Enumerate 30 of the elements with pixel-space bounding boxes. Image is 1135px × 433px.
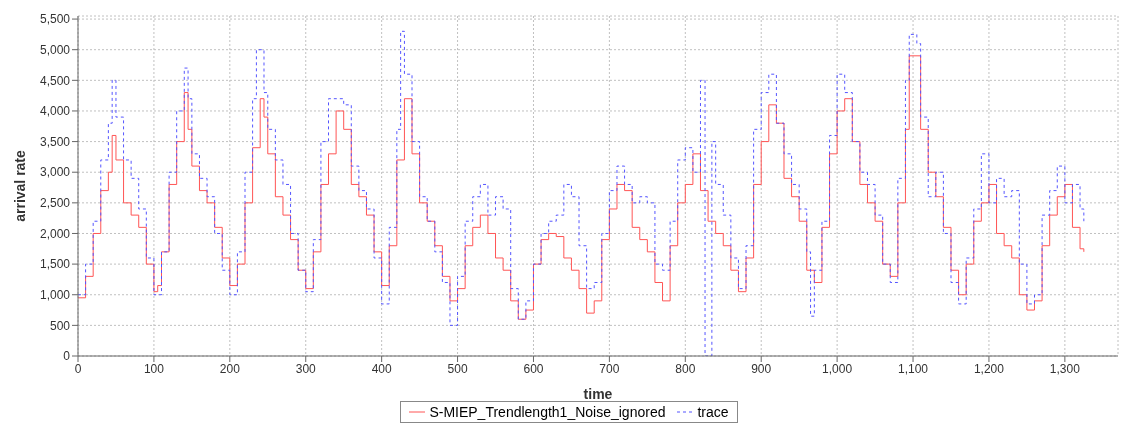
y-tick-label: 2,000 <box>39 226 71 241</box>
x-tick-label: 1,100 <box>898 361 929 376</box>
legend-label: trace <box>697 404 729 420</box>
x-tick-label: 100 <box>143 361 165 376</box>
y-tick-label: 4,500 <box>39 73 71 88</box>
x-tick-label: 200 <box>219 361 241 376</box>
y-tick-label: 4,000 <box>39 104 71 119</box>
x-tick-label: 1,200 <box>973 361 1005 376</box>
x-axis-title: time <box>583 386 613 402</box>
y-tick-label: 5,000 <box>39 42 71 57</box>
x-tick-label: 1,300 <box>1049 361 1081 376</box>
x-tick-label: 600 <box>523 361 544 376</box>
y-tick-label: 0 <box>63 349 71 364</box>
x-tick-label: 800 <box>675 361 696 376</box>
y-tick-label: 3,000 <box>39 165 71 180</box>
x-tick-label: 0 <box>74 361 82 376</box>
y-tick-label: 1,000 <box>39 288 71 302</box>
x-tick-label: 700 <box>599 361 620 376</box>
y-tick-label: 5,500 <box>39 12 71 27</box>
x-tick-label: 900 <box>751 361 772 376</box>
x-tick-label: 300 <box>295 361 317 376</box>
x-tick-label: 1,000 <box>822 361 853 376</box>
x-tick-label: 400 <box>371 361 392 376</box>
y-tick-label: 1,500 <box>39 257 71 272</box>
y-axis-title: arrival rate <box>11 149 28 222</box>
y-tick-label: 3,500 <box>39 134 71 149</box>
legend-label: S-MIEP_Trendlength1_Noise_ignored <box>429 404 666 420</box>
x-tick-label: 500 <box>447 361 468 376</box>
y-tick-label: 2,500 <box>39 196 71 211</box>
y-tick-label: 500 <box>49 318 71 333</box>
